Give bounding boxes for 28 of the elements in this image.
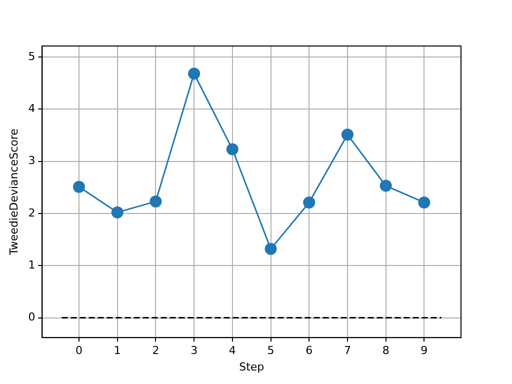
point — [418, 196, 430, 208]
x-tick-label: 5 — [267, 344, 274, 358]
x-tick-label: 2 — [152, 344, 160, 358]
x-tick-label: 1 — [114, 344, 121, 358]
x-tick-label: 9 — [420, 344, 428, 358]
x-tick-label: 7 — [344, 344, 351, 358]
point — [226, 143, 238, 156]
x-tick-label: 0 — [76, 344, 83, 358]
y-tick-label: 1 — [28, 258, 36, 272]
x-tick-label: 6 — [306, 344, 313, 358]
y-tick-label: 2 — [28, 206, 36, 220]
point — [188, 68, 200, 80]
x-tick-label: 3 — [190, 344, 198, 358]
point — [264, 242, 277, 255]
point — [303, 196, 316, 208]
y-tick-label: 0 — [28, 310, 36, 324]
y-axis-title: TweedieDevianceScore — [7, 128, 20, 256]
point — [150, 195, 162, 208]
y-tick-label: 3 — [28, 154, 36, 168]
point — [380, 180, 392, 192]
x-tick-label: 4 — [228, 344, 236, 358]
point — [111, 206, 124, 218]
point — [73, 180, 86, 193]
x-axis-title: Step — [239, 360, 264, 374]
point — [341, 128, 354, 141]
x-tick-label: 8 — [382, 344, 390, 358]
y-tick-label: 4 — [28, 102, 36, 115]
y-tick-label: 5 — [28, 50, 36, 63]
